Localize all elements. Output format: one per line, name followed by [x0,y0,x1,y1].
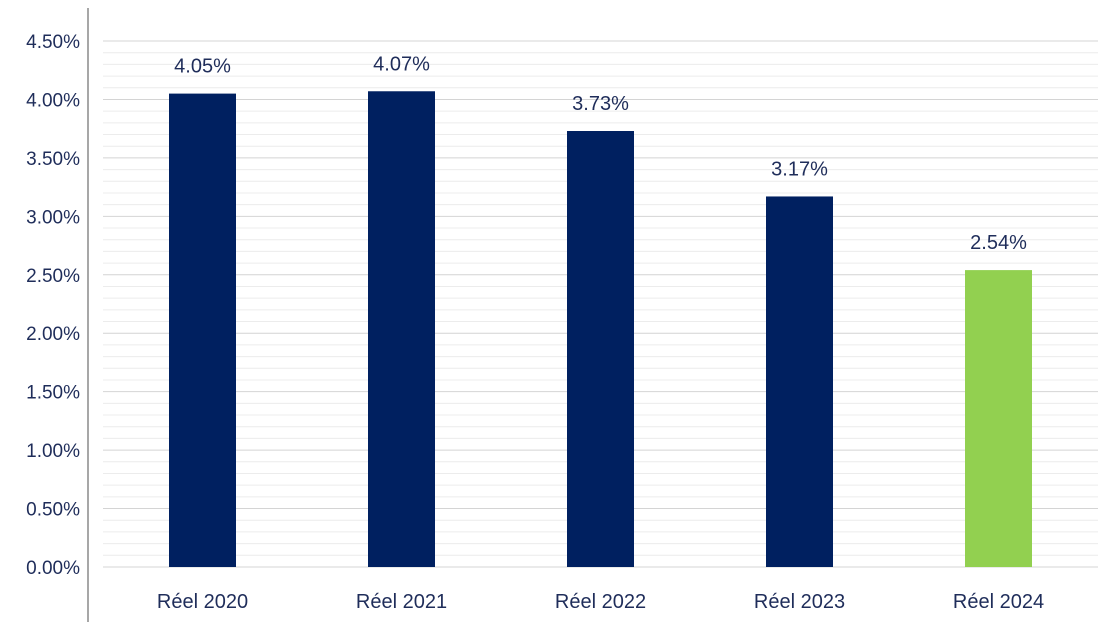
bar-2 [368,91,435,568]
data-label: 3.17% [771,158,828,180]
x-category-label: Réel 2024 [953,591,1044,613]
bars [169,91,1032,568]
y-tick-label: 3.00% [26,207,80,228]
y-axis-ticks: 0.00% 0.50% 1.00% 1.50% 2.00% 2.50% 3.00% 3.50%… [26,32,80,579]
y-tick-label: 2.50% [26,266,80,287]
y-tick-label: 1.50% [26,383,80,404]
y-tick-label: 4.00% [26,90,80,111]
bar-5 [965,270,1032,567]
bar-3 [567,131,634,567]
data-label: 2.54% [970,232,1027,254]
data-labels: 4.05% 4.07% 3.73% 3.17% 2.54% [174,53,1027,254]
y-tick-label: 0.50% [26,500,80,521]
x-axis-categories: Réel 2020 Réel 2021 Réel 2022 Réel 2023 Réel… [157,591,1044,613]
y-tick-label: 3.50% [26,149,80,170]
data-label: 4.05% [174,56,231,78]
y-tick-label: 1.00% [26,441,80,462]
x-category-label: Réel 2022 [555,591,646,613]
bar-1 [169,93,236,567]
data-label: 3.73% [572,93,629,115]
x-category-label: Réel 2023 [754,591,845,613]
y-tick-label: 0.00% [26,558,80,579]
x-category-label: Réel 2021 [356,591,447,613]
data-label: 4.07% [373,53,430,75]
y-tick-label: 2.00% [26,324,80,345]
y-tick-label: 4.50% [26,32,80,53]
bar-4 [766,196,833,567]
x-category-label: Réel 2020 [157,591,248,613]
